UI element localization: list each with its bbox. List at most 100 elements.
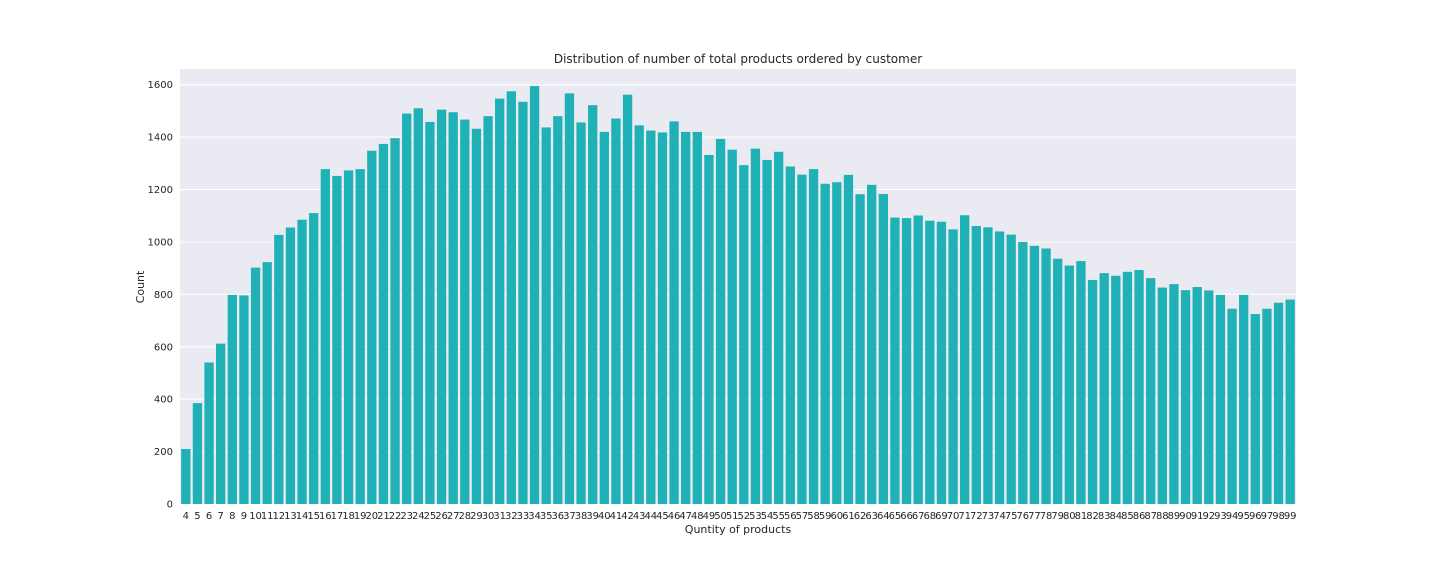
bar <box>1192 287 1202 504</box>
title-group: Distribution of number of total products… <box>554 52 922 66</box>
bar <box>553 116 563 505</box>
x-tick-label: 65 <box>889 511 902 522</box>
bar <box>239 295 249 504</box>
bar <box>1053 258 1063 504</box>
x-tick-label: 41 <box>610 511 623 522</box>
bar <box>250 267 261 504</box>
x-tick-label: 50 <box>714 511 727 522</box>
x-tick-label: 87 <box>1144 511 1157 522</box>
bar <box>1180 290 1191 504</box>
bar <box>878 193 888 504</box>
x-tick-label: 7 <box>218 511 224 522</box>
y-tick-label: 200 <box>154 447 173 458</box>
x-tick-label: 66 <box>900 511 913 522</box>
x-tick-label: 54 <box>761 511 774 522</box>
x-tick-label: 77 <box>1028 511 1041 522</box>
bar <box>611 118 621 505</box>
x-tick-label: 4 <box>183 511 189 522</box>
bar <box>1239 294 1249 504</box>
bar <box>774 151 784 504</box>
x-tick-label: 94 <box>1226 511 1239 522</box>
x-tick-label: 68 <box>923 511 936 522</box>
x-tick-label: 76 <box>1016 511 1029 522</box>
x-tick-label: 59 <box>819 511 832 522</box>
x-tick-label: 90 <box>1179 511 1192 522</box>
bar <box>634 125 644 504</box>
x-tick-label: 11 <box>261 511 274 522</box>
bar <box>739 165 749 504</box>
bar <box>820 183 830 505</box>
bar <box>704 154 714 504</box>
x-tick-label: 82 <box>1086 511 1099 522</box>
bar <box>1041 248 1051 504</box>
bar <box>367 150 377 504</box>
x-tick-label: 21 <box>377 511 390 522</box>
x-tick-label: 83 <box>1098 511 1111 522</box>
bar <box>227 294 237 504</box>
bar <box>1146 278 1156 504</box>
y-tick-label: 400 <box>154 395 173 406</box>
x-tick-label: 33 <box>517 511 530 522</box>
y-tick-label: 1000 <box>148 237 173 248</box>
bar <box>657 132 668 505</box>
x-tick-label: 25 <box>424 511 437 522</box>
y-axis-label: Count <box>134 270 147 303</box>
x-tick-label: 53 <box>749 511 762 522</box>
x-tick-label: 34 <box>528 511 541 522</box>
bar <box>576 122 586 505</box>
bar <box>867 184 877 504</box>
x-tick-label: 43 <box>633 511 646 522</box>
bar <box>1111 275 1121 504</box>
bar <box>1122 271 1133 504</box>
bar <box>762 159 772 504</box>
bar <box>471 128 482 504</box>
bar <box>1285 299 1295 504</box>
bar <box>495 98 505 504</box>
x-tick-label: 73 <box>982 511 995 522</box>
bar <box>750 148 761 504</box>
x-tick-label: 64 <box>877 511 890 522</box>
x-tick-label: 32 <box>505 511 518 522</box>
x-tick-label: 49 <box>703 511 716 522</box>
bar <box>843 174 854 504</box>
bar <box>285 227 296 504</box>
bar <box>309 213 319 504</box>
bar <box>681 131 691 504</box>
x-tick-label: 97 <box>1261 511 1274 522</box>
x-tick-label: 40 <box>598 511 611 522</box>
x-tick-label: 81 <box>1075 511 1088 522</box>
y-tick-label: 800 <box>154 290 173 301</box>
x-tick-label: 80 <box>1063 511 1076 522</box>
x-tick-label: 48 <box>691 511 704 522</box>
bar <box>925 220 935 505</box>
x-tick-label: 14 <box>296 511 309 522</box>
bar <box>320 169 330 504</box>
x-tick-label: 30 <box>482 511 495 522</box>
x-tick-label: 55 <box>772 511 785 522</box>
x-tick-label: 17 <box>331 511 344 522</box>
x-tick-label: 92 <box>1202 511 1215 522</box>
bar <box>262 262 272 504</box>
x-tick-label: 29 <box>470 511 483 522</box>
x-tick-label: 93 <box>1214 511 1227 522</box>
x-tick-label: 58 <box>807 511 820 522</box>
x-tick-label: 6 <box>206 511 212 522</box>
x-tick-label: 27 <box>447 511 460 522</box>
bar <box>1227 308 1237 504</box>
bar <box>855 194 865 504</box>
x-tick-label: 20 <box>365 511 378 522</box>
x-tick-label: 67 <box>912 511 925 522</box>
x-tick-label: 12 <box>272 511 285 522</box>
x-tick-label: 75 <box>1005 511 1018 522</box>
x-tick-label: 16 <box>319 511 332 522</box>
y-tick-label: 1200 <box>148 185 173 196</box>
bar <box>1006 234 1016 505</box>
y-tick-label: 600 <box>154 342 173 353</box>
bar <box>588 105 598 504</box>
x-tick-label: 8 <box>229 511 235 522</box>
bar <box>692 131 702 504</box>
bar <box>378 143 389 504</box>
x-tick-label: 91 <box>1191 511 1204 522</box>
plot-area <box>180 69 1296 504</box>
x-tick-label: 24 <box>412 511 425 522</box>
